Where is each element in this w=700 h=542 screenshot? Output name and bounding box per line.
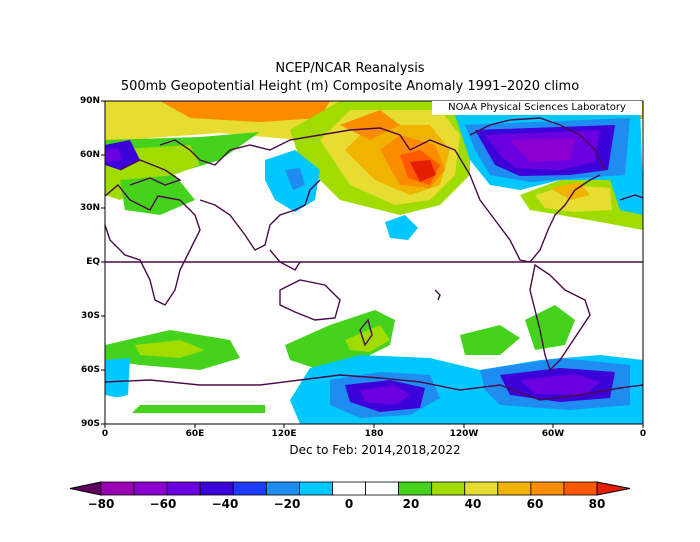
lon-label: 60E <box>185 429 205 439</box>
lon-label: 0 <box>101 429 109 439</box>
colorbar-swatch <box>497 481 532 496</box>
colorbar-swatch <box>100 481 135 496</box>
colorbar-label: −20 <box>273 497 301 511</box>
axis-ticks <box>101 100 644 428</box>
figure-subtitle: 500mb Geopotential Height (m) Composite … <box>120 79 580 94</box>
colorbar-label: −60 <box>149 497 177 511</box>
coastlines <box>105 117 643 401</box>
colorbar-label: 0 <box>344 497 354 511</box>
lon-label: 0 <box>639 429 647 439</box>
period-label: Dec to Feb: 2014,2018,2022 <box>289 443 461 457</box>
lon-label: 60W <box>541 429 565 439</box>
credit-label: NOAA Physical Sciences Laboratory <box>432 101 642 115</box>
lat-label: EQ <box>86 257 100 267</box>
lon-label: 120E <box>271 429 297 439</box>
lat-label: 90S <box>80 419 100 429</box>
lon-label: 120W <box>449 429 479 439</box>
lat-label: 60S <box>80 365 100 375</box>
colorbar-arrow-left <box>69 481 102 496</box>
figure-title: NCEP/NCAR Reanalysis <box>275 61 425 76</box>
colorbar-label: 60 <box>526 497 544 511</box>
colorbar-swatch <box>133 481 168 496</box>
colorbar-swatch <box>332 481 366 496</box>
colorbar-swatch <box>530 481 565 496</box>
colorbar-arrow-right <box>596 481 631 496</box>
lat-label: 90N <box>79 96 100 106</box>
colorbar-swatch <box>563 481 598 496</box>
colorbar-swatch <box>365 481 399 496</box>
colorbar-label: −80 <box>87 497 115 511</box>
colorbar-swatch <box>166 481 201 496</box>
colorbar-swatch <box>298 481 333 496</box>
colorbar-swatch <box>232 481 267 496</box>
colorbar-label: 80 <box>588 497 606 511</box>
colorbar <box>69 481 631 496</box>
south-pacific-green <box>285 310 395 370</box>
colorbar-swatch <box>199 481 234 496</box>
lat-label: 60N <box>79 150 100 160</box>
colorbar-label: 20 <box>402 497 420 511</box>
lon-label: 180 <box>364 429 384 439</box>
colorbar-swatch <box>464 481 499 496</box>
lat-label: 30N <box>79 203 100 213</box>
colorbar-swatch <box>265 481 300 496</box>
colorbar-swatch <box>431 481 466 496</box>
colorbar-label: −40 <box>211 497 239 511</box>
colorbar-swatch <box>398 481 433 496</box>
anomaly-field <box>105 101 643 424</box>
lat-label: 30S <box>80 311 100 321</box>
colorbar-label: 40 <box>464 497 482 511</box>
